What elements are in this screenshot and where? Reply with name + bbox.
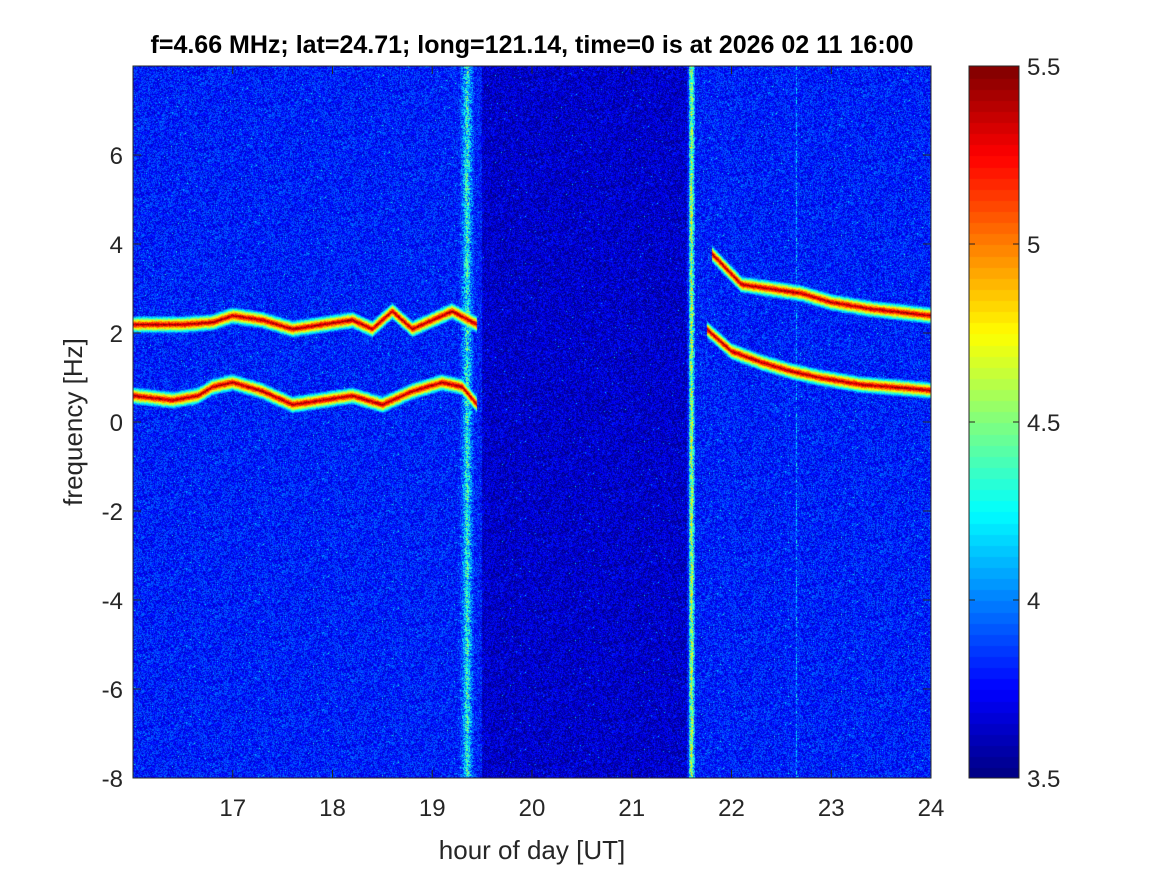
y-axis-ticks: -8 -6 -4 -2 0 2 4 6 <box>102 143 931 793</box>
colorbar-tick-label: 5.5 <box>1027 54 1060 81</box>
y-tick-label: 4 <box>110 232 123 259</box>
spectrogram-heatmap <box>133 66 931 778</box>
x-tick-label: 17 <box>219 795 246 822</box>
colorbar-tick-label: 5 <box>1027 232 1040 259</box>
x-tick-label: 18 <box>319 795 346 822</box>
colorbar-tick-label: 3.5 <box>1027 766 1060 793</box>
x-axis-label: hour of day [UT] <box>439 835 625 865</box>
x-tick-label: 21 <box>618 795 645 822</box>
colorbar-frame <box>968 65 1020 779</box>
y-tick-label: -6 <box>102 677 123 704</box>
x-tick-label: 20 <box>519 795 546 822</box>
colorbar-tick-label: 4 <box>1027 588 1040 615</box>
y-tick-label: -8 <box>102 766 123 793</box>
colorbar-ticks: 3.5 4 4.5 5 5.5 <box>969 54 1060 793</box>
y-axis-label: frequency [Hz] <box>58 338 88 506</box>
y-tick-label: 6 <box>110 143 123 170</box>
y-tick-label: -2 <box>102 499 123 526</box>
y-tick-label: 0 <box>110 410 123 437</box>
x-tick-label: 22 <box>718 795 745 822</box>
colorbar-tick-label: 4.5 <box>1027 410 1060 437</box>
colorbar-gradient <box>969 66 1019 778</box>
x-axis-ticks: 17 18 19 20 21 22 23 24 <box>219 66 944 822</box>
y-tick-label: -4 <box>102 588 123 615</box>
plot-frame <box>132 65 932 779</box>
chart-title: f=4.66 MHz; lat=24.71; long=121.14, time… <box>151 31 914 59</box>
y-tick-label: 2 <box>110 321 123 348</box>
x-tick-label: 19 <box>419 795 446 822</box>
x-tick-label: 23 <box>818 795 845 822</box>
x-tick-label: 24 <box>918 795 945 822</box>
